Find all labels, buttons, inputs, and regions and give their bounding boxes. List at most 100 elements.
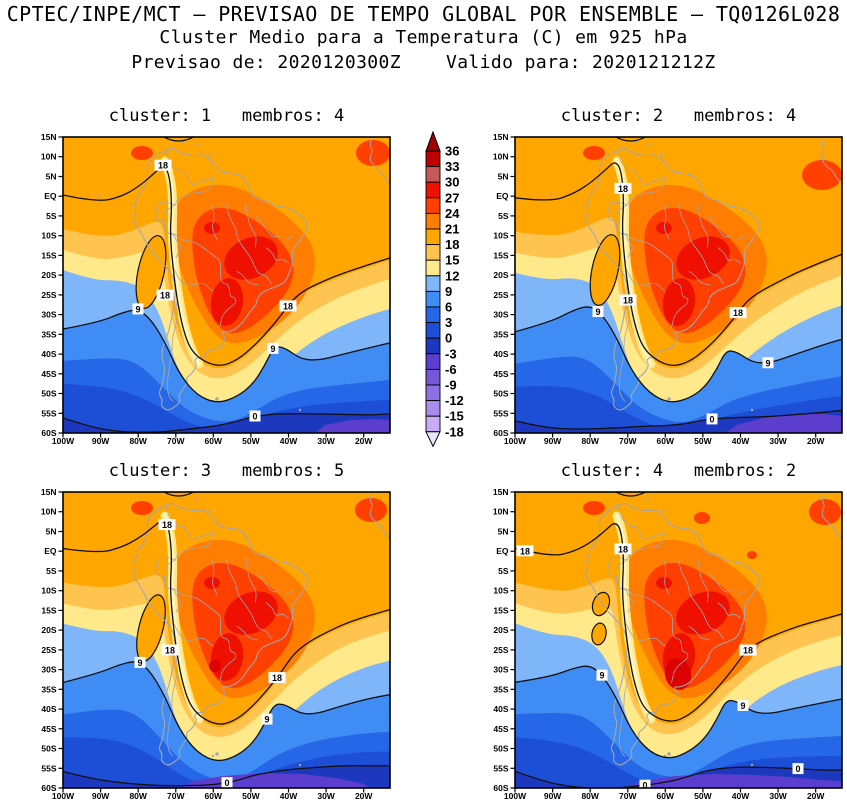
svg-text:50W: 50W (694, 791, 712, 801)
svg-text:50S: 50S (41, 389, 56, 399)
panel-title-cluster-1: cluster: 1 membros: 4 (108, 106, 345, 126)
svg-text:10N: 10N (41, 507, 57, 517)
svg-text:40W: 40W (732, 791, 750, 801)
svg-text:-15: -15 (445, 409, 464, 424)
svg-text:60W: 60W (205, 791, 223, 801)
svg-text:9: 9 (137, 658, 142, 668)
svg-text:20W: 20W (355, 436, 373, 446)
forecast-times: Previsao de: 2020120300Z Valido para: 20… (131, 52, 716, 73)
svg-text:9: 9 (765, 358, 770, 368)
svg-text:10S: 10S (493, 231, 508, 241)
svg-text:50S: 50S (493, 744, 508, 754)
svg-text:10N: 10N (493, 152, 509, 162)
svg-text:20W: 20W (807, 791, 825, 801)
svg-text:30W: 30W (317, 436, 335, 446)
svg-text:0: 0 (224, 778, 229, 788)
svg-text:70W: 70W (619, 791, 637, 801)
cluster-3-map: 18 18 18 9 9 0 100W 90W 80W 70W 60W 50W 40W 30W 20W 15N… (41, 487, 391, 801)
svg-text:18: 18 (165, 646, 175, 656)
svg-text:40S: 40S (493, 704, 508, 714)
svg-text:5N: 5N (46, 527, 57, 537)
svg-text:30S: 30S (41, 665, 56, 675)
svg-text:20S: 20S (493, 270, 508, 280)
svg-text:-18: -18 (445, 424, 464, 439)
svg-text:35S: 35S (493, 684, 508, 694)
svg-text:18: 18 (743, 646, 753, 656)
svg-text:55S: 55S (493, 763, 508, 773)
svg-text:10N: 10N (493, 507, 509, 517)
svg-text:21: 21 (445, 222, 459, 237)
svg-text:9: 9 (740, 701, 745, 711)
svg-text:-9: -9 (445, 378, 457, 393)
svg-text:18: 18 (733, 308, 743, 318)
svg-text:20S: 20S (41, 625, 56, 635)
svg-text:30: 30 (445, 175, 459, 190)
svg-text:15S: 15S (493, 250, 508, 260)
svg-text:100W: 100W (504, 791, 527, 801)
svg-text:30W: 30W (769, 436, 787, 446)
svg-text:5N: 5N (498, 172, 509, 182)
svg-text:60S: 60S (493, 428, 508, 438)
svg-text:18: 18 (623, 296, 633, 306)
svg-text:50W: 50W (242, 436, 260, 446)
svg-text:20W: 20W (807, 436, 825, 446)
svg-text:-3: -3 (445, 346, 457, 361)
svg-text:EQ: EQ (496, 546, 509, 556)
svg-text:EQ: EQ (44, 191, 57, 201)
svg-text:9: 9 (599, 671, 604, 681)
svg-text:20S: 20S (41, 270, 56, 280)
svg-text:5S: 5S (46, 211, 57, 221)
svg-text:5N: 5N (46, 172, 57, 182)
svg-text:60S: 60S (41, 428, 56, 438)
svg-text:15N: 15N (493, 132, 509, 142)
svg-text:6: 6 (445, 300, 452, 315)
svg-text:40W: 40W (732, 436, 750, 446)
svg-text:70W: 70W (619, 436, 637, 446)
svg-text:30S: 30S (493, 310, 508, 320)
svg-text:5S: 5S (498, 566, 509, 576)
svg-text:18: 18 (445, 237, 459, 252)
svg-text:15S: 15S (493, 605, 508, 615)
svg-text:90W: 90W (544, 791, 562, 801)
svg-text:55S: 55S (41, 763, 56, 773)
svg-text:15N: 15N (493, 487, 509, 497)
svg-text:30S: 30S (41, 310, 56, 320)
svg-text:25S: 25S (493, 290, 508, 300)
svg-text:60S: 60S (493, 783, 508, 793)
svg-text:10S: 10S (493, 586, 508, 596)
svg-text:80W: 80W (129, 436, 147, 446)
svg-text:40W: 40W (280, 436, 298, 446)
svg-text:25S: 25S (41, 645, 56, 655)
svg-text:40S: 40S (493, 349, 508, 359)
svg-text:15: 15 (445, 253, 459, 268)
svg-text:25S: 25S (493, 645, 508, 655)
svg-text:100W: 100W (52, 436, 75, 446)
svg-text:0: 0 (709, 414, 714, 424)
svg-text:18: 18 (160, 291, 170, 301)
svg-text:60S: 60S (41, 783, 56, 793)
svg-text:18: 18 (283, 301, 293, 311)
svg-text:50S: 50S (493, 389, 508, 399)
svg-text:50S: 50S (41, 744, 56, 754)
svg-text:9: 9 (595, 307, 600, 317)
cluster-1-map: 18 18 18 9 9 0 100W 90W 80W 70W 60W 50W 40W 30W 20W 15N… (41, 132, 391, 446)
panel-title-cluster-3: cluster: 3 membros: 5 (108, 461, 345, 481)
svg-text:90W: 90W (92, 436, 110, 446)
svg-text:45S: 45S (41, 724, 56, 734)
svg-text:60W: 60W (657, 436, 675, 446)
svg-text:20W: 20W (355, 791, 373, 801)
svg-text:5S: 5S (498, 211, 509, 221)
svg-text:15S: 15S (41, 605, 56, 615)
svg-text:90W: 90W (92, 791, 110, 801)
panel-title-cluster-2: cluster: 2 membros: 4 (560, 106, 797, 126)
svg-text:80W: 80W (129, 791, 147, 801)
svg-text:55S: 55S (41, 408, 56, 418)
svg-text:33: 33 (445, 159, 459, 174)
svg-text:15S: 15S (41, 250, 56, 260)
svg-text:9: 9 (264, 715, 269, 725)
svg-text:80W: 80W (581, 436, 599, 446)
svg-text:90W: 90W (544, 436, 562, 446)
svg-text:18: 18 (272, 673, 282, 683)
